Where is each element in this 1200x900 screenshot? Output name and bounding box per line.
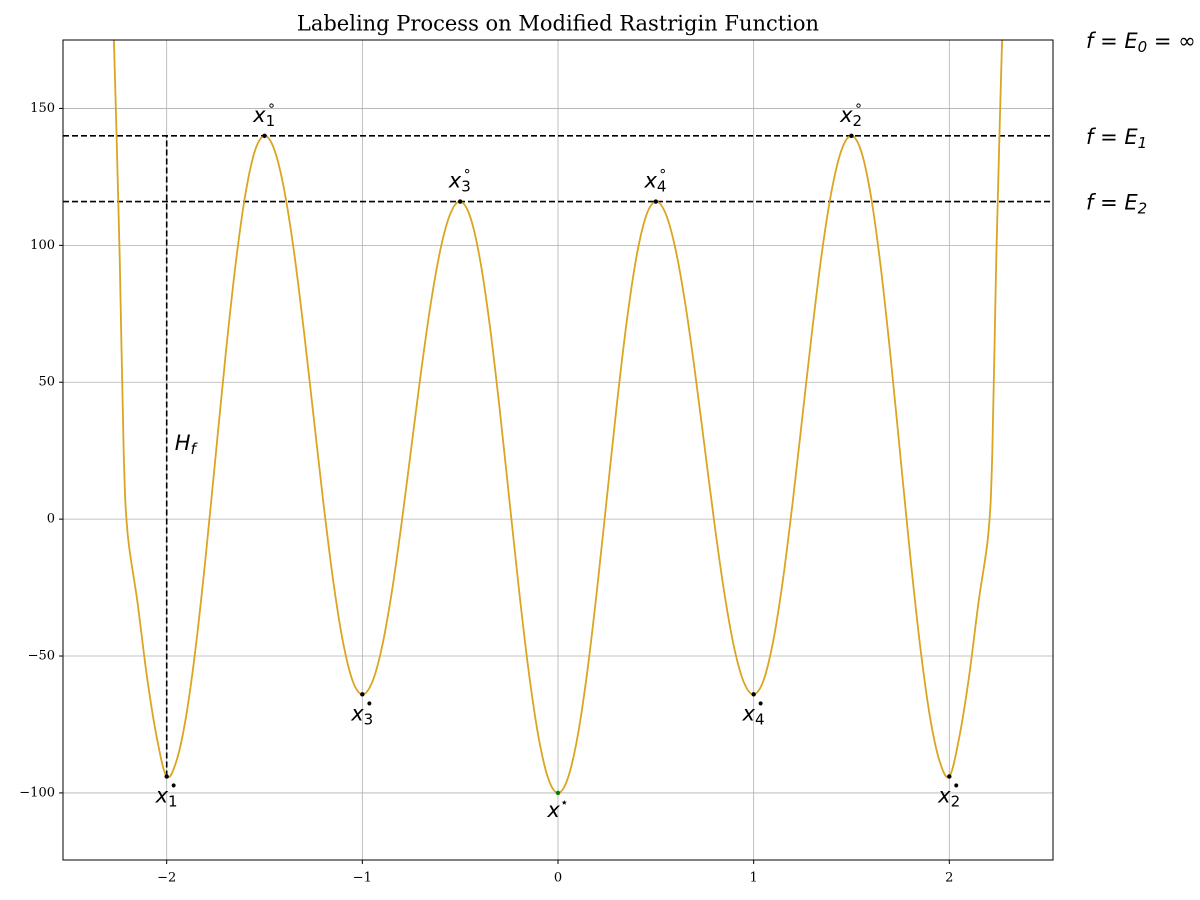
point-text: x: [937, 783, 951, 807]
point-sub: 3: [364, 710, 374, 728]
point-sub: 3: [461, 177, 471, 195]
x-tick-label: 2: [945, 871, 953, 886]
point-sup: •: [170, 778, 178, 794]
point-sub: 2: [951, 792, 961, 810]
point-marker: [164, 774, 169, 779]
point-text: x: [742, 701, 756, 725]
point-label: x2∘: [839, 98, 863, 130]
y-tick-label: −100: [19, 785, 55, 800]
y-tick-label: 100: [30, 238, 55, 253]
point-marker: [653, 199, 659, 204]
level-label: f = E0 = ∞: [1086, 29, 1196, 56]
point-sup: ∘: [463, 164, 472, 180]
grid: −2 −1 0 1 2 −100 −50 0 50 100 150: [19, 40, 1053, 886]
level-sub: 1: [1138, 133, 1148, 151]
point-text: x: [350, 701, 364, 725]
point-sub: 2: [853, 111, 863, 129]
y-tick-label: 0: [47, 512, 55, 527]
point-text: x: [155, 783, 169, 807]
vline-label: Hf: [175, 431, 199, 458]
point-sub: 1: [266, 111, 276, 129]
level-label: f = E2: [1086, 191, 1147, 218]
point-sup: ∘: [267, 98, 276, 114]
point-label: x1•: [155, 778, 178, 810]
point-text: x: [839, 103, 853, 127]
point-sub: 1: [168, 792, 178, 810]
vline-text: H: [175, 431, 191, 455]
point-sup: ⋆: [560, 795, 569, 811]
point-sub: 4: [657, 177, 667, 195]
point-label: x3∘: [448, 164, 472, 196]
level-text: f = E: [1086, 191, 1138, 215]
point-label: x2•: [937, 778, 960, 810]
x-tick-label: −1: [353, 871, 372, 886]
point-sup: •: [757, 696, 765, 712]
y-tick-label: 50: [38, 375, 55, 390]
point-marker: [262, 133, 267, 139]
y-tick-label: 150: [30, 101, 55, 116]
vline-sub: f: [190, 440, 198, 458]
point-sup: •: [365, 696, 373, 712]
point-marker: [555, 790, 561, 796]
y-tick-label: −50: [28, 649, 55, 664]
point-sup: ∘: [854, 98, 863, 114]
point-text: x: [643, 169, 657, 193]
chart-title: Labeling Process on Modified Rastrigin F…: [297, 12, 819, 36]
point-text: x: [252, 103, 266, 127]
point-marker: [849, 133, 854, 139]
point-label: x4∘: [643, 164, 667, 196]
point-marker: [751, 692, 756, 697]
level-sub: 2: [1138, 199, 1148, 217]
point-label: x⋆: [546, 795, 568, 822]
point-sup: ∘: [658, 164, 667, 180]
point-label: x3•: [350, 696, 373, 728]
point-marker: [947, 774, 952, 779]
point-text: x: [448, 169, 462, 193]
x-tick-label: −2: [157, 871, 176, 886]
point-sub: 4: [755, 710, 765, 728]
point-label: x1∘: [252, 98, 276, 130]
level-sub: 0: [1138, 38, 1148, 56]
point-marker: [457, 199, 463, 204]
point-text: x: [546, 798, 560, 822]
level-text: f = E: [1086, 29, 1138, 53]
axes-frame: [62, 39, 1054, 861]
x-tick-label: 0: [554, 871, 562, 886]
level-label: f = E1: [1086, 125, 1147, 152]
level-tail: = ∞: [1147, 29, 1195, 53]
point-marker: [360, 692, 365, 697]
point-sup: •: [952, 778, 960, 794]
x-tick-label: 1: [750, 871, 758, 886]
point-label: x4•: [742, 696, 765, 728]
level-text: f = E: [1086, 125, 1138, 149]
